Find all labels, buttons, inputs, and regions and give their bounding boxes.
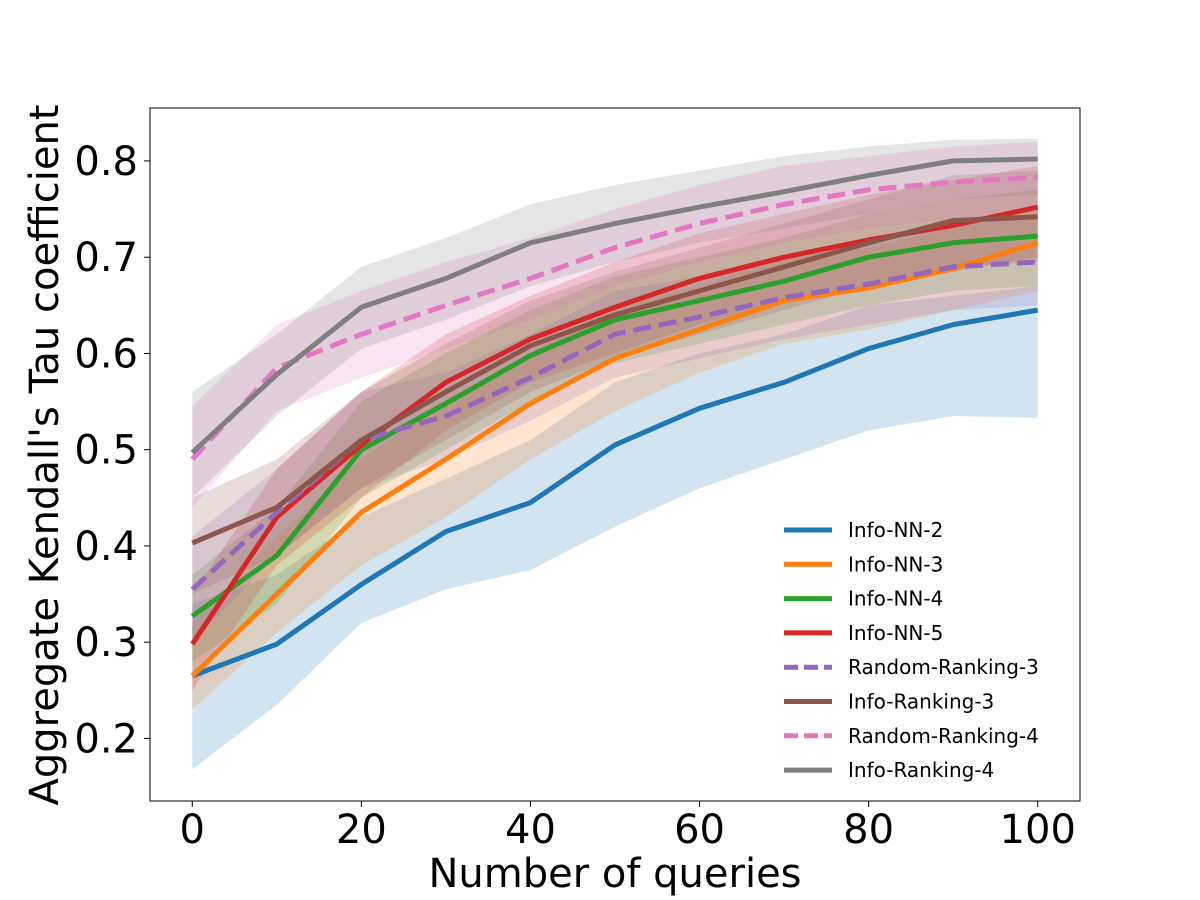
x-axis-ticks: 0 20 40 60 80 100: [180, 801, 1076, 853]
band-info-nn-4: [192, 189, 1038, 662]
y-tick-label: 0.3: [74, 620, 138, 666]
plot-frame: [149, 107, 1081, 802]
series-line-info-ranking-4: [190, 156, 1038, 455]
x-tick-label: 0: [180, 807, 205, 853]
y-tick-label: 0.5: [74, 428, 138, 474]
legend-label-random-ranking-3: Random-Ranking-3: [848, 655, 1039, 679]
legend-label-info-nn-5: Info-NN-5: [848, 621, 943, 645]
y-tick-label: 0.2: [74, 716, 138, 762]
band-info-ranking-3: [192, 170, 1038, 595]
legend-label-random-ranking-4: Random-Ranking-4: [848, 724, 1039, 748]
x-axis-label: Number of queries: [428, 851, 801, 897]
legend-label-info-nn-2: Info-NN-2: [848, 518, 943, 542]
series-line-info-nn-4: [190, 233, 1038, 619]
legend-label-info-nn-4: Info-NN-4: [848, 587, 943, 611]
band-info-nn-3: [192, 209, 1038, 710]
legend-label-info-ranking-4: Info-Ranking-4: [848, 758, 994, 782]
x-tick-label: 40: [505, 807, 556, 853]
y-axis-ticks: 0.2 0.3 0.4 0.5 0.6 0.7 0.8: [74, 139, 150, 762]
x-tick-label: 60: [674, 807, 725, 853]
x-tick-label: 20: [336, 807, 387, 853]
band-random-ranking-4: [192, 141, 1038, 508]
band-info-ranking-4: [192, 138, 1038, 498]
y-tick-label: 0.4: [74, 524, 138, 570]
x-tick-label: 80: [843, 807, 894, 853]
series-line-info-nn-3: [190, 240, 1039, 678]
y-tick-label: 0.6: [74, 331, 138, 377]
confidence-bands: [192, 138, 1038, 770]
y-tick-label: 0.8: [74, 139, 138, 185]
y-tick-label: 0.7: [74, 235, 138, 281]
series-lines: [190, 156, 1039, 679]
legend: Info-NN-2 Info-NN-3 Info-NN-4 Info-NN-5 Rand…: [784, 518, 1039, 782]
x-tick-label: 100: [1000, 807, 1076, 853]
band-random-ranking-3: [192, 218, 1038, 643]
y-axis-label: Aggregate Kendall's Tau coefficient: [22, 105, 68, 806]
series-line-info-nn-2: [191, 307, 1039, 679]
legend-label-info-ranking-3: Info-Ranking-3: [848, 690, 994, 714]
series-line-info-ranking-3: [191, 214, 1038, 546]
band-info-nn-2: [192, 286, 1038, 770]
legend-label-info-nn-3: Info-NN-3: [848, 552, 943, 576]
series-line-random-ranking-4: [190, 174, 1038, 461]
